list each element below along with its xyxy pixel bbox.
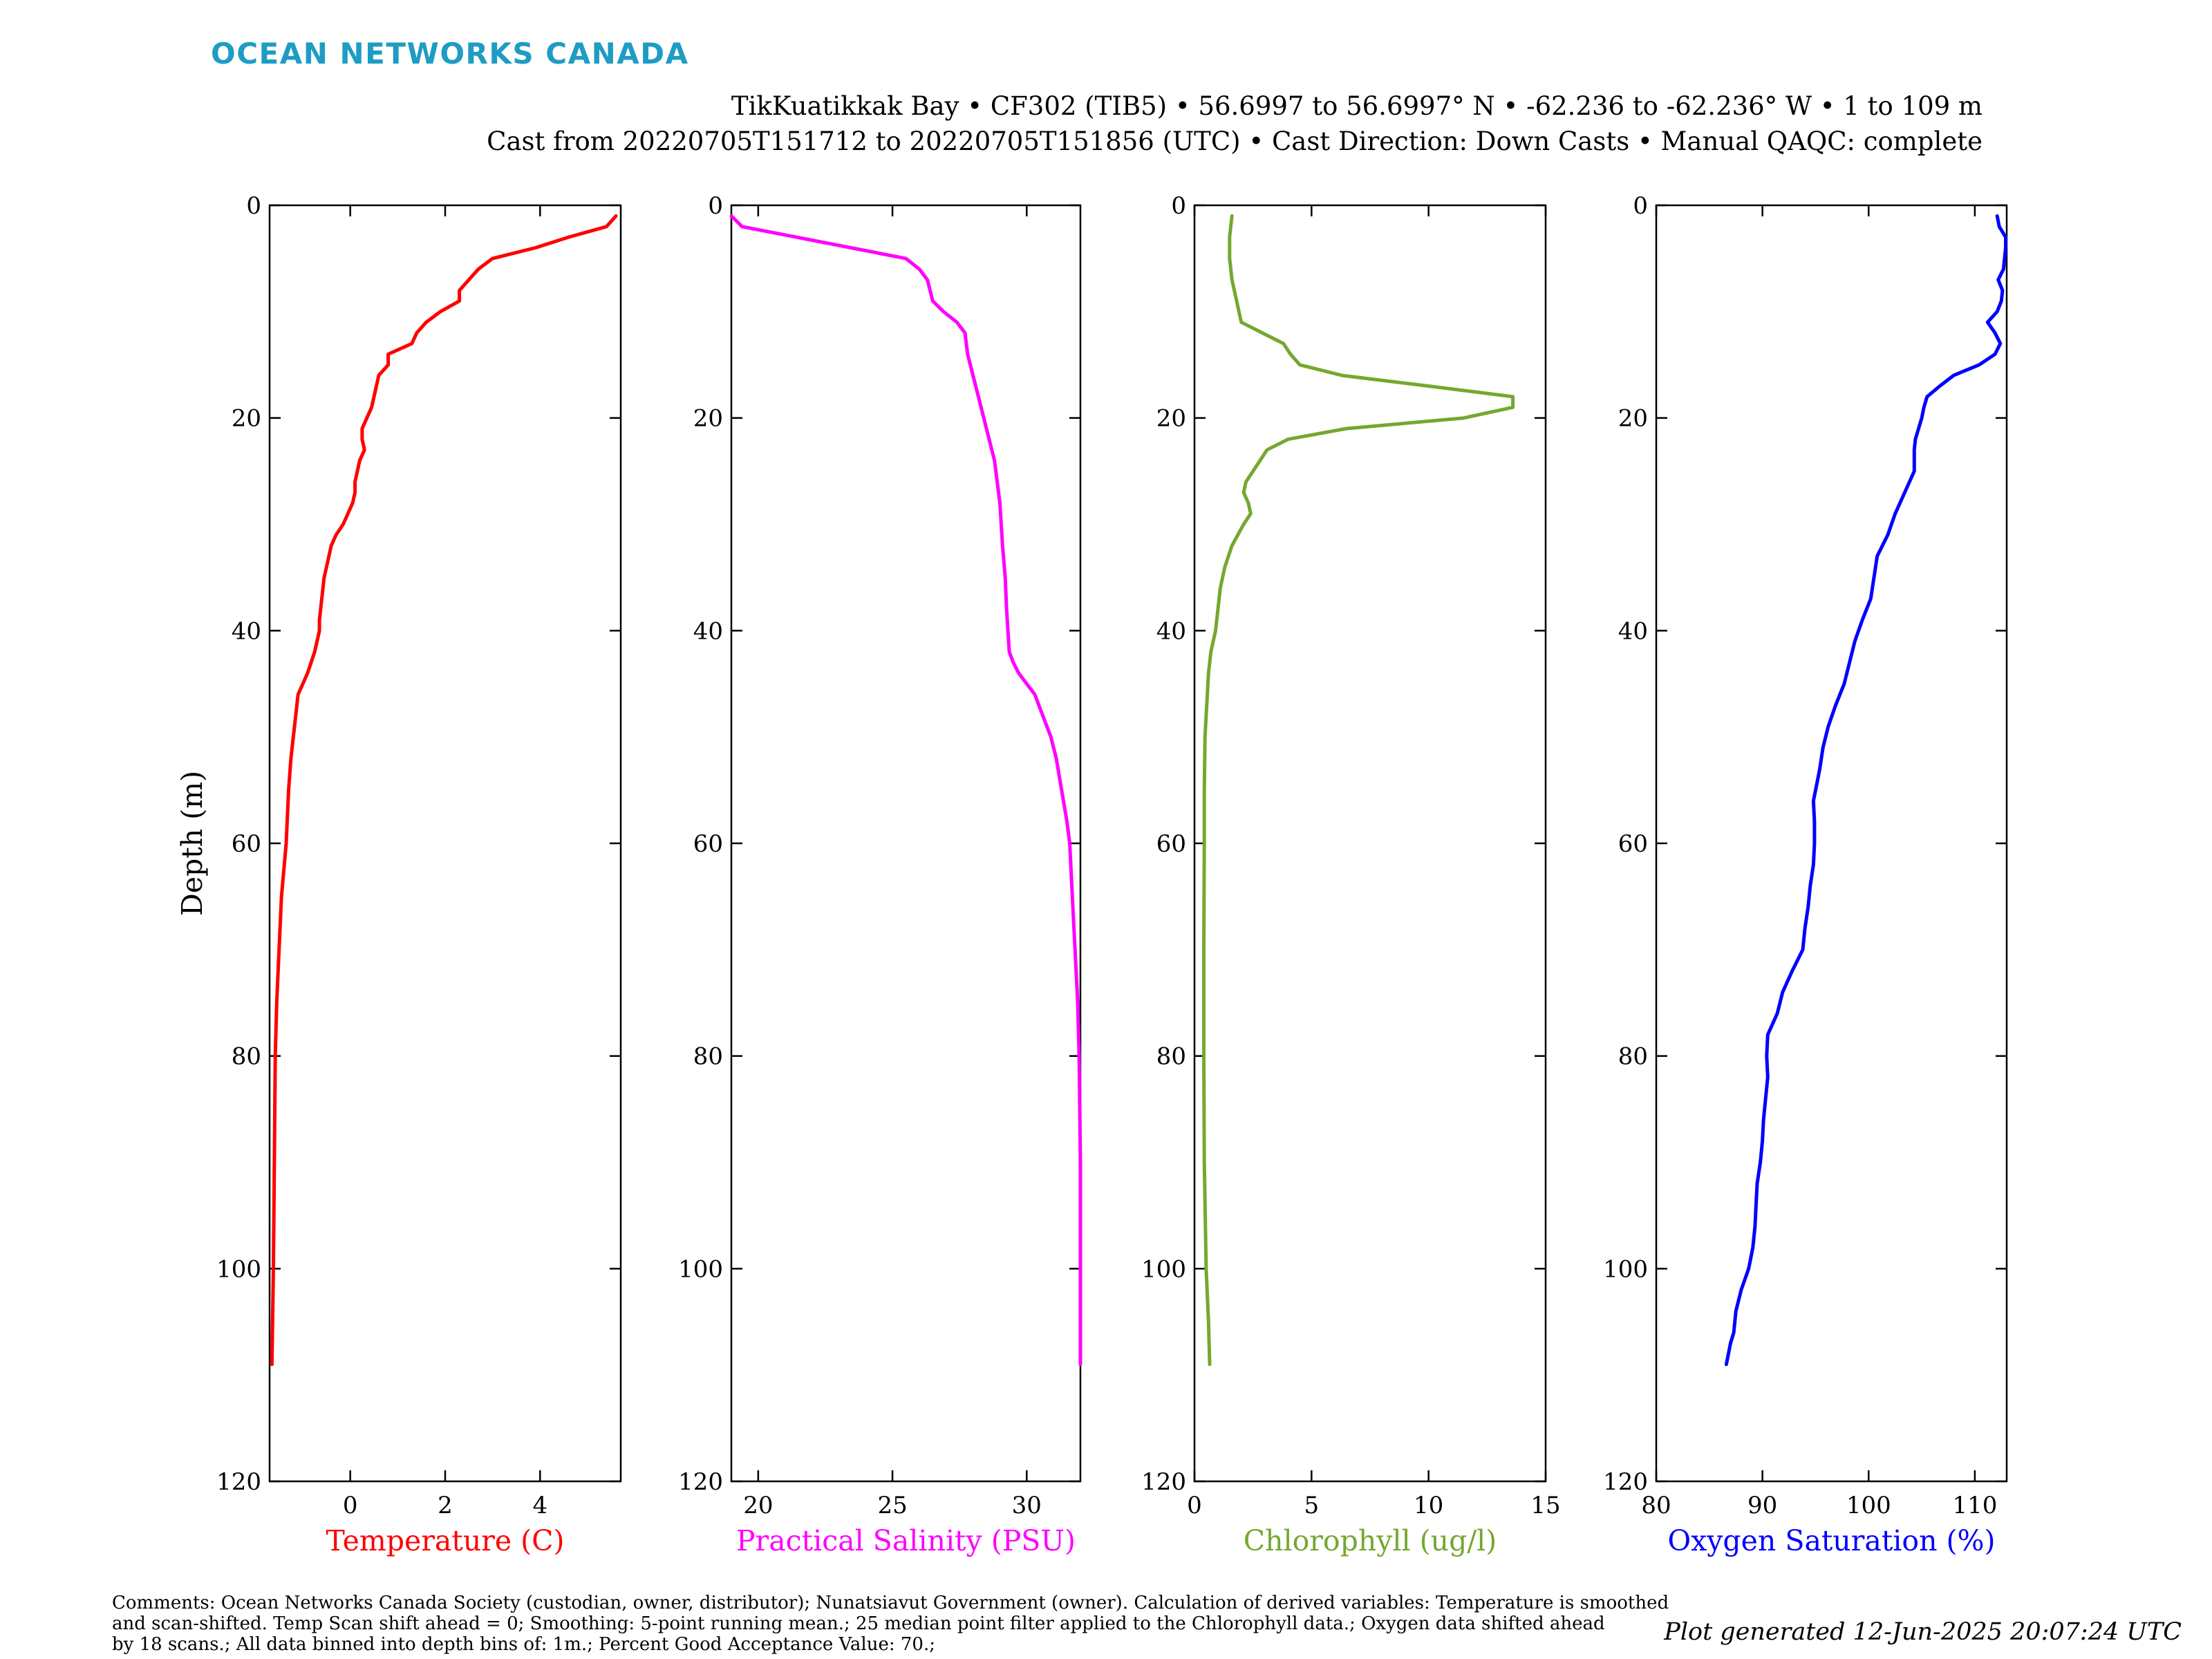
chlorophyll-xtick-label: 5 — [1304, 1492, 1320, 1519]
salinity-ytick-label: 60 — [693, 830, 723, 858]
oxygen-ytick-label: 60 — [1618, 830, 1648, 858]
chlorophyll-xtick-label: 10 — [1414, 1492, 1443, 1519]
header-line-1: TikKuatikkak Bay • CF302 (TIB5) • 56.699… — [731, 91, 1983, 121]
salinity-ytick-label: 100 — [678, 1255, 723, 1283]
salinity-panel: 0 20 40 60 80 100 120 20 25 30 Practical Salinity … — [678, 192, 1082, 1557]
chlorophyll-ytick-label: 80 — [1156, 1043, 1186, 1071]
chlorophyll-ytick-label: 0 — [1171, 192, 1186, 220]
chlorophyll-ytick-label: 20 — [1156, 405, 1186, 433]
salinity-profile-line — [729, 214, 1082, 1367]
oxygen-ytick-label: 40 — [1618, 617, 1648, 645]
temperature-ytick-label: 40 — [232, 617, 261, 645]
salinity-xaxis-label: Practical Salinity (PSU) — [736, 1524, 1076, 1557]
temperature-axes-box — [268, 204, 622, 1483]
oxygen-xtick-label: 110 — [1952, 1492, 1997, 1519]
oxygen-xtick-label: 80 — [1641, 1492, 1671, 1519]
comments-line-3: by 18 scans.; All data binned into depth… — [112, 1634, 935, 1655]
salinity-axes-box — [730, 204, 1082, 1483]
comments-line-1: Comments: Ocean Networks Canada Society … — [112, 1593, 1669, 1613]
temperature-ytick-label: 80 — [232, 1043, 261, 1071]
salinity-ytick-label: 80 — [693, 1043, 723, 1071]
temperature-ytick-label: 0 — [246, 192, 261, 220]
oxygen-ytick-label: 120 — [1603, 1468, 1648, 1496]
chlorophyll-ytick-label: 100 — [1141, 1255, 1186, 1283]
oxygen-ytick-label: 100 — [1603, 1255, 1648, 1283]
chlorophyll-ytick-label: 120 — [1141, 1468, 1186, 1496]
temperature-ytick-label: 120 — [216, 1468, 261, 1496]
temperature-xtick-label: 0 — [343, 1492, 358, 1519]
temperature-ytick-label: 20 — [232, 405, 261, 433]
oxygen-ytick-label: 0 — [1633, 192, 1648, 220]
depth-axis-label: Depth (m) — [176, 771, 209, 916]
chlorophyll-ytick-label: 60 — [1156, 830, 1186, 858]
oxygen-axes-box — [1655, 204, 2008, 1483]
chlorophyll-axes-box — [1193, 204, 1547, 1483]
oxygen-ytick-label: 80 — [1618, 1043, 1648, 1071]
salinity-xtick-label: 20 — [743, 1492, 773, 1519]
salinity-ytick-label: 0 — [708, 192, 723, 220]
temperature-panel: 0 20 40 60 80 100 120 0 2 4 Temperature (C) Depth (… — [176, 192, 622, 1557]
chlorophyll-ytick-label: 40 — [1156, 617, 1186, 645]
plot-generated-timestamp: Plot generated 12-Jun-2025 20:07:24 UTC — [1663, 1618, 2182, 1646]
chlorophyll-xaxis-label: Chlorophyll (ug/l) — [1244, 1524, 1497, 1557]
salinity-ytick-label: 20 — [693, 405, 723, 433]
temperature-xaxis-label: Temperature (C) — [326, 1524, 565, 1557]
salinity-xtick-label: 25 — [877, 1492, 907, 1519]
header-line-2: Cast from 20220705T151712 to 20220705T15… — [487, 126, 1983, 156]
oxygen-xaxis-label: Oxygen Saturation (%) — [1668, 1524, 1996, 1557]
oxygen-ytick-label: 20 — [1618, 405, 1648, 433]
salinity-ytick-label: 120 — [678, 1468, 723, 1496]
comments-line-2: and scan-shifted. Temp Scan shift ahead … — [112, 1613, 1605, 1634]
chlorophyll-xtick-label: 15 — [1530, 1492, 1560, 1519]
salinity-ytick-label: 40 — [693, 617, 723, 645]
temperature-ytick-label: 100 — [216, 1255, 261, 1283]
brand-logo-text: OCEAN NETWORKS CANADA — [211, 37, 689, 71]
temperature-xtick-label: 2 — [438, 1492, 453, 1519]
oxygen-xtick-label: 90 — [1747, 1492, 1777, 1519]
temperature-xtick-label: 4 — [532, 1492, 547, 1519]
oxygen-profile-line — [1724, 214, 2007, 1367]
temperature-ytick-label: 60 — [232, 830, 261, 858]
chlorophyll-profile-line — [1202, 214, 1515, 1367]
oxygen-xtick-label: 100 — [1846, 1492, 1891, 1519]
chlorophyll-xtick-label: 0 — [1187, 1492, 1202, 1519]
temperature-profile-line — [270, 214, 618, 1367]
salinity-xtick-label: 30 — [1012, 1492, 1042, 1519]
